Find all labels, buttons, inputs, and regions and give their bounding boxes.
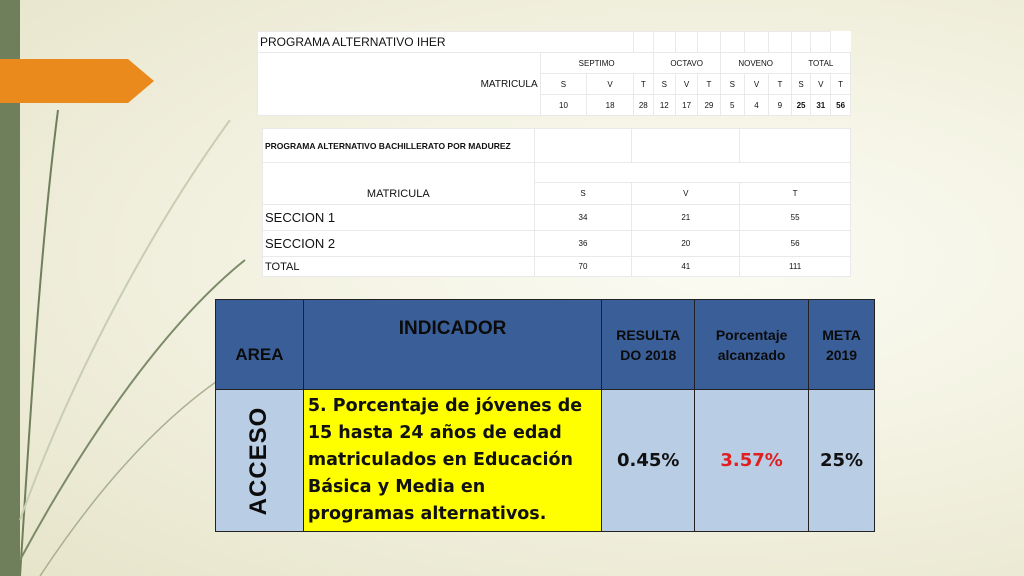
- subheader: V: [743, 73, 770, 95]
- bachillerato-enrollment-table: PROGRAMA ALTERNATIVO BACHILLERATO POR MA…: [262, 128, 852, 277]
- table-cell: 55: [739, 204, 851, 231]
- header-porcentaje-line2: alcanzado: [717, 346, 786, 363]
- header-area: AREA: [215, 299, 304, 390]
- subheader: T: [768, 73, 792, 95]
- matricula-label: MATRICULA: [262, 162, 535, 205]
- subheader: V: [810, 73, 832, 95]
- table-cell: 9: [768, 94, 792, 116]
- table-title: PROGRAMA ALTERNATIVO BACHILLERATO POR MA…: [262, 128, 535, 163]
- table-cell: 70: [533, 256, 633, 277]
- resultado-value: 0.45%: [601, 389, 696, 532]
- meta-value: 25%: [808, 389, 875, 532]
- porcentaje-value: 3.57%: [694, 389, 810, 532]
- table-cell-total: 31: [810, 94, 832, 116]
- matricula-label: MATRICULA: [257, 52, 541, 116]
- row-label: SECCION 2: [262, 230, 535, 257]
- table-cell: 21: [631, 204, 741, 231]
- group-header: NOVENO: [719, 52, 792, 74]
- header-meta: META 2019: [808, 299, 875, 390]
- table-cell: 34: [533, 204, 633, 231]
- table-cell: 12: [652, 94, 676, 116]
- table-cell: 56: [739, 230, 851, 257]
- table-cell: 111: [739, 256, 851, 277]
- subheader: S: [719, 73, 745, 95]
- header-resultado-line1: RESULTA: [616, 326, 681, 343]
- table-title: PROGRAMA ALTERNATIVO IHER: [257, 31, 634, 53]
- table-cell: 41: [631, 256, 741, 277]
- row-label: TOTAL: [262, 256, 535, 277]
- iher-enrollment-table: PROGRAMA ALTERNATIVO IHER MATRICULA SEPT…: [257, 31, 852, 116]
- table-cell: 4: [743, 94, 770, 116]
- table-cell: 36: [533, 230, 633, 257]
- column-header: V: [631, 182, 741, 205]
- table-cell: 20: [631, 230, 741, 257]
- area-cell: ACCESO: [215, 389, 304, 532]
- subheader: S: [652, 73, 676, 95]
- column-header: T: [739, 182, 851, 205]
- header-meta-line1: META: [822, 326, 861, 343]
- subheader: S: [790, 73, 812, 95]
- table-cell-total: 56: [830, 94, 851, 116]
- group-header: OCTAVO: [652, 52, 721, 74]
- indicator-table: AREA INDICADOR RESULTA DO 2018 Porcentaj…: [215, 299, 875, 532]
- column-header: S: [533, 182, 633, 205]
- indicator-text: 5. Porcentaje de jóvenes de 15 hasta 24 …: [302, 389, 603, 532]
- table-cell: 10: [539, 94, 588, 116]
- subheader: T: [632, 73, 654, 95]
- area-label-vertical: ACCESO: [245, 406, 273, 515]
- table-cell-total: 25: [790, 94, 812, 116]
- subheader: T: [697, 73, 721, 95]
- subheader: V: [674, 73, 699, 95]
- subheader: S: [539, 73, 588, 95]
- group-header: SEPTIMO: [539, 52, 654, 74]
- header-porcentaje-line1: Porcentaje: [715, 326, 788, 343]
- table-cell: 29: [697, 94, 721, 116]
- left-accent-bar: [0, 0, 20, 576]
- table-cell: 18: [586, 94, 634, 116]
- header-resultado: RESULTA DO 2018: [601, 299, 696, 390]
- header-meta-line2: 2019: [825, 346, 858, 363]
- header-resultado-line2: DO 2018: [620, 346, 677, 363]
- table-cell: 5: [719, 94, 745, 116]
- subheader: T: [830, 73, 851, 95]
- header-indicador: INDICADOR: [302, 299, 603, 390]
- subheader: V: [586, 73, 634, 95]
- group-header: TOTAL: [790, 52, 852, 74]
- orange-arrow-icon: [0, 59, 154, 103]
- header-porcentaje: Porcentaje alcanzado: [694, 299, 810, 390]
- row-label: SECCION 1: [262, 204, 535, 231]
- table-cell: 17: [674, 94, 699, 116]
- table-cell: 28: [632, 94, 654, 116]
